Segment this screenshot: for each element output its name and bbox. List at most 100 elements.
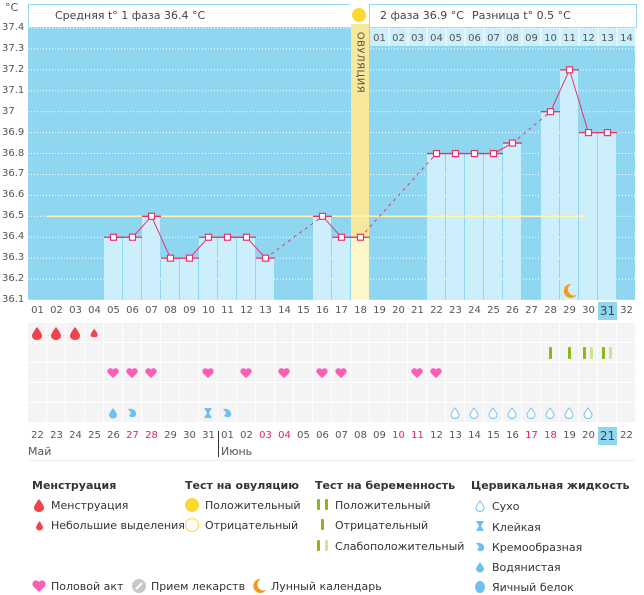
symbol-cell[interactable] bbox=[104, 343, 122, 362]
symbol-cell[interactable] bbox=[294, 383, 312, 402]
symbol-cell[interactable] bbox=[294, 323, 312, 342]
symbol-cell[interactable] bbox=[218, 363, 236, 382]
symbol-cell[interactable] bbox=[256, 383, 274, 402]
symbol-cell[interactable] bbox=[351, 363, 369, 382]
symbol-cell[interactable] bbox=[142, 323, 160, 342]
symbol-cell[interactable] bbox=[427, 403, 445, 422]
symbol-cell[interactable] bbox=[389, 343, 407, 362]
symbol-cell[interactable] bbox=[47, 363, 65, 382]
symbol-cell[interactable] bbox=[541, 323, 559, 342]
symbol-cell[interactable] bbox=[427, 323, 445, 342]
symbol-cell[interactable] bbox=[142, 383, 160, 402]
symbol-cell[interactable] bbox=[522, 343, 540, 362]
symbol-cell[interactable] bbox=[161, 363, 179, 382]
symbol-cell[interactable] bbox=[598, 383, 616, 402]
symbol-cell[interactable] bbox=[484, 343, 502, 362]
symbol-cell[interactable] bbox=[351, 323, 369, 342]
symbol-cell[interactable] bbox=[427, 343, 445, 362]
symbol-cell[interactable] bbox=[123, 323, 141, 342]
symbol-cell[interactable] bbox=[446, 363, 464, 382]
symbol-cell[interactable] bbox=[85, 383, 103, 402]
symbol-cell[interactable] bbox=[446, 383, 464, 402]
symbol-cell[interactable] bbox=[332, 403, 350, 422]
symbol-cell[interactable] bbox=[142, 343, 160, 362]
symbol-cell[interactable] bbox=[408, 383, 426, 402]
symbol-cell[interactable] bbox=[503, 383, 521, 402]
symbol-cell[interactable] bbox=[180, 363, 198, 382]
symbol-cell[interactable] bbox=[484, 363, 502, 382]
symbol-cell[interactable] bbox=[370, 383, 388, 402]
symbol-cell[interactable] bbox=[332, 383, 350, 402]
symbol-cell[interactable] bbox=[161, 403, 179, 422]
symbol-cell[interactable] bbox=[579, 363, 597, 382]
symbol-cell[interactable] bbox=[522, 363, 540, 382]
symbol-cell[interactable] bbox=[351, 383, 369, 402]
symbol-cell[interactable] bbox=[294, 363, 312, 382]
symbol-cell[interactable] bbox=[465, 343, 483, 362]
symbol-cell[interactable] bbox=[503, 343, 521, 362]
symbol-cell[interactable] bbox=[617, 383, 635, 402]
symbol-cell[interactable] bbox=[199, 323, 217, 342]
symbol-cell[interactable] bbox=[617, 403, 635, 422]
symbol-cell[interactable] bbox=[389, 363, 407, 382]
symbol-cell[interactable] bbox=[389, 323, 407, 342]
symbol-cell[interactable] bbox=[617, 343, 635, 362]
symbol-cell[interactable] bbox=[294, 403, 312, 422]
symbol-cell[interactable] bbox=[370, 363, 388, 382]
symbol-cell[interactable] bbox=[541, 383, 559, 402]
symbol-cell[interactable] bbox=[465, 383, 483, 402]
symbol-cell[interactable] bbox=[617, 363, 635, 382]
symbol-cell[interactable] bbox=[47, 343, 65, 362]
symbol-cell[interactable] bbox=[180, 403, 198, 422]
symbol-cell[interactable] bbox=[598, 363, 616, 382]
symbol-cell[interactable] bbox=[28, 383, 46, 402]
symbol-cell[interactable] bbox=[579, 323, 597, 342]
symbol-cell[interactable] bbox=[446, 343, 464, 362]
symbol-cell[interactable] bbox=[617, 323, 635, 342]
symbol-cell[interactable] bbox=[218, 323, 236, 342]
symbol-cell[interactable] bbox=[256, 363, 274, 382]
symbol-cell[interactable] bbox=[161, 383, 179, 402]
symbol-cell[interactable] bbox=[370, 323, 388, 342]
symbol-cell[interactable] bbox=[313, 403, 331, 422]
symbol-cell[interactable] bbox=[85, 403, 103, 422]
symbol-cell[interactable] bbox=[237, 383, 255, 402]
symbol-cell[interactable] bbox=[522, 383, 540, 402]
symbol-cell[interactable] bbox=[503, 363, 521, 382]
symbol-cell[interactable] bbox=[408, 343, 426, 362]
symbol-cell[interactable] bbox=[560, 383, 578, 402]
symbol-cell[interactable] bbox=[389, 383, 407, 402]
symbol-cell[interactable] bbox=[237, 403, 255, 422]
symbol-cell[interactable] bbox=[28, 363, 46, 382]
symbol-cell[interactable] bbox=[180, 343, 198, 362]
symbol-cell[interactable] bbox=[180, 323, 198, 342]
symbol-cell[interactable] bbox=[332, 323, 350, 342]
symbol-cell[interactable] bbox=[332, 343, 350, 362]
symbol-cell[interactable] bbox=[123, 343, 141, 362]
symbol-cell[interactable] bbox=[161, 323, 179, 342]
symbol-cell[interactable] bbox=[47, 383, 65, 402]
symbol-cell[interactable] bbox=[237, 343, 255, 362]
symbol-cell[interactable] bbox=[560, 363, 578, 382]
symbol-cell[interactable] bbox=[484, 383, 502, 402]
symbol-cell[interactable] bbox=[351, 343, 369, 362]
symbol-cell[interactable] bbox=[484, 323, 502, 342]
symbol-cell[interactable] bbox=[275, 383, 293, 402]
symbol-cell[interactable] bbox=[465, 363, 483, 382]
symbol-cell[interactable] bbox=[218, 383, 236, 402]
symbol-cell[interactable] bbox=[465, 323, 483, 342]
symbol-cell[interactable] bbox=[275, 343, 293, 362]
symbol-cell[interactable] bbox=[199, 343, 217, 362]
symbol-cell[interactable] bbox=[256, 323, 274, 342]
symbol-cell[interactable] bbox=[237, 323, 255, 342]
symbol-cell[interactable] bbox=[161, 343, 179, 362]
symbol-cell[interactable] bbox=[370, 403, 388, 422]
symbol-cell[interactable] bbox=[256, 403, 274, 422]
symbol-cell[interactable] bbox=[47, 403, 65, 422]
symbol-cell[interactable] bbox=[28, 403, 46, 422]
symbol-cell[interactable] bbox=[66, 403, 84, 422]
symbol-cell[interactable] bbox=[503, 323, 521, 342]
symbol-cell[interactable] bbox=[275, 323, 293, 342]
symbol-cell[interactable] bbox=[408, 323, 426, 342]
symbol-cell[interactable] bbox=[275, 403, 293, 422]
